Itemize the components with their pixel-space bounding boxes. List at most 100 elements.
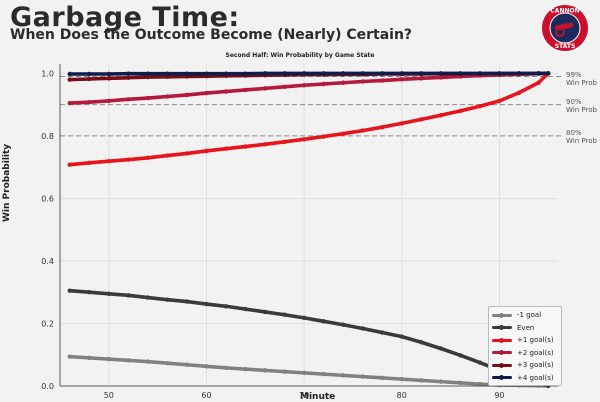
series-point-1 bbox=[126, 293, 131, 298]
series-point-0 bbox=[87, 355, 92, 361]
page-title: Garbage Time: bbox=[10, 2, 240, 33]
logo-top-text: CANNON bbox=[550, 8, 579, 15]
series-point-2 bbox=[87, 160, 92, 165]
x-tick-label: 70 bbox=[299, 391, 309, 400]
cannon-stats-logo: CANNON STATS bbox=[542, 5, 588, 51]
series-point-1 bbox=[243, 306, 248, 312]
series-point-1 bbox=[477, 360, 483, 365]
series-point-3 bbox=[419, 76, 424, 81]
series-point-1 bbox=[380, 330, 385, 335]
series-point-3 bbox=[204, 90, 209, 96]
series-point-1 bbox=[419, 340, 424, 345]
series-point-0 bbox=[106, 356, 112, 362]
series-point-2 bbox=[67, 162, 72, 167]
series-point-0 bbox=[67, 354, 72, 359]
y-tick-label: 0.0 bbox=[41, 382, 54, 391]
series-point-4 bbox=[87, 76, 92, 82]
legend-item-plus2: +2 goal(s) bbox=[492, 347, 558, 360]
series-point-0 bbox=[380, 375, 385, 381]
legend-item-plus4: +4 goal(s) bbox=[492, 372, 558, 385]
ref-label-90-value: 90% bbox=[566, 98, 582, 106]
series-point-2 bbox=[419, 117, 424, 122]
series-point-1 bbox=[67, 288, 72, 293]
series-point-5 bbox=[321, 71, 326, 76]
series-point-5 bbox=[145, 71, 151, 76]
legend-swatch bbox=[492, 312, 512, 318]
series-point-4 bbox=[126, 75, 131, 80]
series-point-3 bbox=[67, 100, 72, 106]
series-point-5 bbox=[184, 71, 190, 76]
series-point-0 bbox=[399, 376, 404, 382]
logo-bottom-text: STATS bbox=[555, 43, 576, 50]
series-point-2 bbox=[145, 155, 151, 160]
series-point-1 bbox=[204, 301, 209, 307]
series-point-0 bbox=[282, 369, 287, 374]
series-point-3 bbox=[262, 86, 268, 91]
series-point-5 bbox=[477, 71, 483, 76]
series-point-5 bbox=[262, 71, 268, 76]
x-tick-label: 90 bbox=[494, 391, 504, 400]
series-point-5 bbox=[204, 71, 209, 76]
series-point-2 bbox=[399, 121, 404, 126]
logo-inner-border bbox=[549, 12, 581, 44]
series-point-2 bbox=[184, 151, 190, 156]
series-point-0 bbox=[165, 360, 170, 366]
series-point-3 bbox=[360, 79, 365, 84]
legend-label: +1 goal(s) bbox=[517, 336, 554, 345]
series-line-0 bbox=[67, 354, 551, 388]
legend-label: -1 goal bbox=[517, 311, 542, 320]
series-point-5 bbox=[438, 71, 444, 76]
series-point-1 bbox=[301, 315, 307, 321]
series-point-2 bbox=[106, 159, 112, 164]
series-point-2 bbox=[204, 148, 209, 154]
series-point-0 bbox=[243, 366, 248, 372]
legend-label: +4 goal(s) bbox=[517, 373, 554, 382]
legend-item-minus1: -1 goal bbox=[492, 309, 558, 322]
series-point-5 bbox=[340, 71, 346, 76]
y-tick-label: 0.4 bbox=[41, 257, 54, 266]
series-point-1 bbox=[458, 353, 463, 358]
series-point-2 bbox=[282, 139, 287, 145]
series-point-1 bbox=[321, 319, 326, 324]
legend-item-even: Even bbox=[492, 322, 558, 335]
series-point-1 bbox=[340, 322, 346, 327]
series-point-2 bbox=[165, 153, 170, 158]
series-point-2 bbox=[477, 104, 483, 109]
series-point-2 bbox=[438, 113, 444, 118]
series-point-2 bbox=[262, 142, 268, 147]
series-point-4 bbox=[165, 74, 170, 80]
series-point-5 bbox=[380, 71, 385, 76]
series-point-5 bbox=[165, 71, 170, 76]
series-point-5 bbox=[67, 71, 72, 77]
ref-label-99: 99% Win Prob bbox=[566, 71, 597, 87]
series-line-3 bbox=[67, 71, 551, 105]
legend-swatch bbox=[492, 362, 512, 368]
series-point-0 bbox=[184, 362, 190, 367]
ref-label-90-text: Win Prob bbox=[566, 106, 597, 114]
series-point-0 bbox=[477, 381, 483, 387]
series-point-5 bbox=[282, 71, 287, 76]
series-point-2 bbox=[126, 157, 131, 162]
legend-label: Even bbox=[517, 323, 535, 332]
series-point-5 bbox=[546, 71, 551, 76]
ref-label-90: 90% Win Prob bbox=[566, 98, 597, 114]
series-point-1 bbox=[145, 295, 151, 300]
series-point-1 bbox=[87, 290, 92, 295]
page-subtitle: When Does the Outcome Become (Nearly) Ce… bbox=[10, 27, 413, 43]
legend-swatch bbox=[492, 350, 512, 356]
series-lines bbox=[67, 71, 551, 389]
series-point-2 bbox=[536, 80, 541, 85]
series-point-2 bbox=[380, 124, 385, 130]
series-point-0 bbox=[458, 380, 463, 386]
series-point-0 bbox=[419, 378, 424, 383]
series-point-5 bbox=[458, 71, 463, 76]
series-point-5 bbox=[497, 71, 502, 76]
series-point-1 bbox=[438, 346, 444, 351]
grid bbox=[60, 64, 558, 387]
series-point-4 bbox=[145, 74, 151, 80]
series-point-0 bbox=[360, 374, 365, 379]
series-point-0 bbox=[301, 370, 307, 376]
series-point-5 bbox=[87, 71, 92, 77]
series-point-3 bbox=[87, 99, 92, 105]
